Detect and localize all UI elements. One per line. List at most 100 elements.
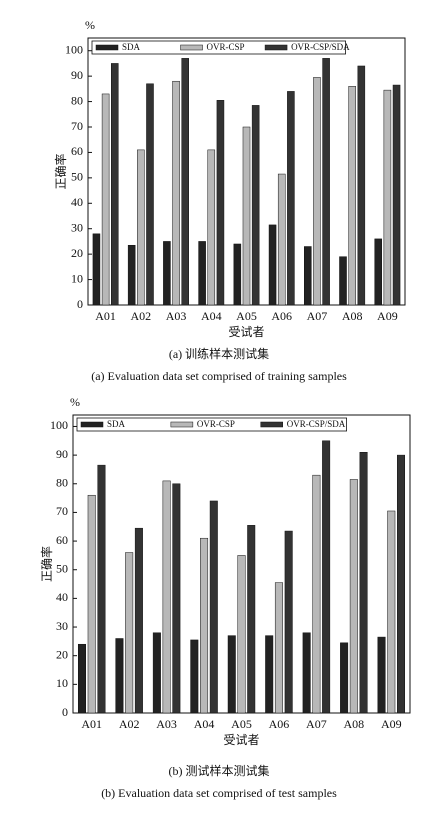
x-tick-label: A05 — [231, 717, 252, 731]
x-tick-label: A06 — [269, 717, 290, 731]
bar — [172, 483, 181, 714]
caption-en: (a) Evaluation data set comprised of tra… — [91, 369, 347, 383]
x-axis-label: 受试者 — [228, 324, 264, 339]
legend-box — [91, 40, 347, 55]
caption: (a) 训练样本测试集 — [169, 346, 269, 361]
bar — [115, 638, 124, 714]
legend-label: SDA — [107, 419, 126, 429]
bar — [312, 474, 321, 714]
bar — [233, 243, 242, 306]
bar — [284, 530, 293, 714]
legend-swatch — [180, 44, 203, 51]
y-tick-label: 50 — [56, 561, 68, 575]
y-tick-label: 10 — [71, 271, 83, 285]
legend-label: OVR-CSP — [207, 42, 245, 52]
x-tick-label: A02 — [130, 309, 151, 323]
x-tick-label: A08 — [343, 717, 364, 731]
bar — [92, 233, 101, 306]
bar — [348, 86, 356, 306]
y-tick-label: 80 — [71, 93, 83, 107]
x-tick-label: A05 — [236, 309, 257, 323]
bar — [146, 83, 154, 306]
bar — [137, 149, 145, 306]
y-tick-label: 70 — [71, 119, 83, 133]
bar — [163, 241, 171, 306]
bar — [207, 149, 216, 306]
bar — [359, 452, 368, 714]
y-tick-label: 90 — [56, 447, 68, 461]
y-tick-label: 30 — [56, 619, 68, 633]
bar — [322, 440, 331, 714]
legend-label: OVR-CSP/SDA — [291, 42, 350, 52]
bar — [190, 639, 199, 714]
x-tick-label: A04 — [194, 717, 215, 731]
legend-swatch — [170, 421, 194, 428]
legend-swatch — [260, 421, 283, 428]
bar — [209, 500, 218, 714]
y-tick-label: 100 — [50, 418, 68, 432]
bar — [268, 224, 277, 306]
bar — [322, 58, 330, 306]
bar — [152, 632, 161, 714]
bar — [110, 63, 119, 306]
y-tick-label: 60 — [56, 533, 68, 547]
bar — [374, 238, 383, 306]
x-tick-label: A03 — [166, 309, 187, 323]
bar — [216, 100, 225, 306]
y-tick-label: 40 — [71, 195, 83, 209]
y-tick-label: 70 — [56, 504, 68, 518]
bar — [274, 582, 283, 714]
bar — [377, 636, 386, 714]
bar — [357, 65, 366, 306]
caption-en: (b) Evaluation data set comprised of tes… — [101, 786, 337, 800]
x-tick-label: A01 — [81, 717, 102, 731]
x-tick-label: A01 — [95, 309, 116, 323]
y-unit: % — [70, 395, 80, 409]
y-tick-label: 10 — [56, 676, 68, 690]
bar — [349, 479, 358, 714]
bar — [97, 464, 106, 714]
x-tick-label: A02 — [119, 717, 140, 731]
x-tick-label: A09 — [377, 309, 398, 323]
bar — [313, 77, 321, 306]
x-tick-label: A08 — [342, 309, 363, 323]
x-tick-label: A03 — [156, 717, 177, 731]
bar — [227, 635, 236, 714]
y-tick-label: 30 — [71, 220, 83, 234]
legend-swatch — [95, 44, 119, 51]
bar — [339, 256, 347, 306]
legend-swatch — [80, 421, 104, 428]
bar — [77, 643, 86, 714]
legend-label: OVR-CSP — [197, 419, 235, 429]
y-tick-label: 0 — [62, 705, 68, 719]
bar — [251, 105, 260, 306]
bar — [87, 494, 96, 714]
y-tick-label: 20 — [71, 246, 83, 260]
y-tick-label: 90 — [71, 68, 83, 82]
bar — [265, 635, 274, 714]
legend-label: SDA — [122, 42, 141, 52]
y-unit: % — [85, 18, 95, 32]
bar — [392, 84, 401, 306]
bar — [340, 642, 349, 714]
bar — [125, 552, 134, 714]
x-tick-label: A06 — [271, 309, 292, 323]
y-tick-label: 60 — [71, 144, 83, 158]
bar — [237, 555, 246, 714]
x-tick-label: A07 — [307, 309, 328, 323]
bar — [134, 527, 143, 714]
x-axis-label: 受试者 — [223, 732, 259, 747]
x-tick-label: A09 — [381, 717, 402, 731]
bar — [181, 58, 189, 306]
y-axis-label: 正确率 — [53, 153, 68, 189]
bar — [242, 126, 251, 306]
y-axis-label: 正确率 — [39, 546, 54, 582]
y-tick-label: 0 — [77, 297, 83, 311]
y-tick-label: 100 — [65, 42, 83, 56]
x-tick-label: A04 — [201, 309, 222, 323]
bar — [383, 89, 392, 306]
caption: (b) 测试样本测试集 — [169, 763, 270, 778]
bar — [127, 244, 136, 306]
x-tick-label: A07 — [306, 717, 327, 731]
